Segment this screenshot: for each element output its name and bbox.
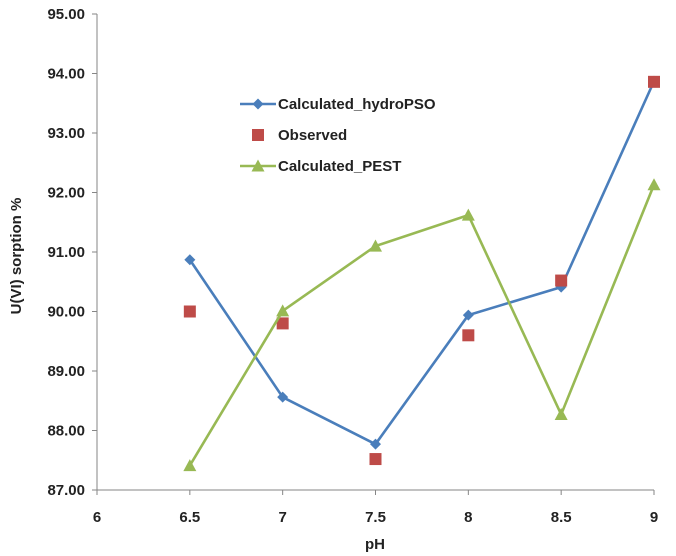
data-point: [276, 317, 289, 330]
x-tick-label: 7.5: [365, 509, 386, 526]
data-point: [276, 304, 290, 317]
y-tick-label: 87.00: [47, 482, 85, 499]
data-point: [183, 459, 197, 472]
legend-label: Calculated_PEST: [278, 158, 401, 175]
data-point: [370, 438, 381, 450]
y-tick-label: 88.00: [47, 423, 85, 440]
data-point: [183, 305, 196, 318]
data-point: [369, 239, 382, 252]
x-tick-label: 8.5: [551, 509, 572, 526]
y-tick-label: 90.00: [47, 304, 85, 321]
series-layer: [183, 75, 661, 472]
data-point: [461, 208, 475, 221]
x-tick-label: 6.5: [179, 509, 200, 526]
x-tick-label: 9: [650, 509, 658, 526]
data-point: [462, 329, 475, 342]
data-point: [184, 254, 196, 266]
data-point: [462, 309, 474, 321]
series-calculated-pest: [183, 178, 661, 472]
data-point: [648, 75, 660, 88]
series-line: [188, 80, 656, 446]
y-tick-label: 92.00: [47, 185, 85, 202]
legend-marker: [251, 159, 265, 172]
y-tick-label: 94.00: [47, 66, 85, 83]
y-tick-label: 91.00: [47, 244, 85, 261]
legend-marker: [252, 129, 264, 141]
data-point: [555, 274, 568, 287]
data-point: [554, 407, 568, 420]
x-axis-title: pH: [365, 536, 385, 553]
legend-marker: [252, 98, 264, 110]
data-point: [369, 453, 382, 466]
data-point: [277, 391, 289, 403]
legend-item-calculated-hydropso: Calculated_hydroPSO: [240, 96, 436, 113]
legend-item-calculated-pest: Calculated_PEST: [240, 158, 401, 175]
legend: Calculated_hydroPSO Observed Calculated_PE…: [240, 96, 436, 175]
axes: 87.00 88.00 89.00 90.00 91.00 92.00 93.00 94.00…: [47, 6, 658, 526]
legend-label: Calculated_hydroPSO: [278, 96, 436, 113]
x-tick-label: 7: [278, 509, 286, 526]
legend-label: Observed: [278, 127, 347, 144]
x-tick-label: 6: [93, 509, 101, 526]
x-tick-label: 8: [464, 509, 472, 526]
y-tick-label: 95.00: [47, 6, 85, 23]
y-tick-label: 89.00: [47, 363, 85, 380]
data-point: [647, 178, 661, 191]
y-tick-label: 93.00: [47, 125, 85, 142]
y-axis-title: U(VI) sorption %: [8, 198, 25, 315]
series-line: [188, 184, 656, 467]
series-observed: [183, 75, 660, 466]
series-calculated-hydropso: [184, 75, 660, 450]
legend-item-observed: Observed: [252, 127, 347, 144]
